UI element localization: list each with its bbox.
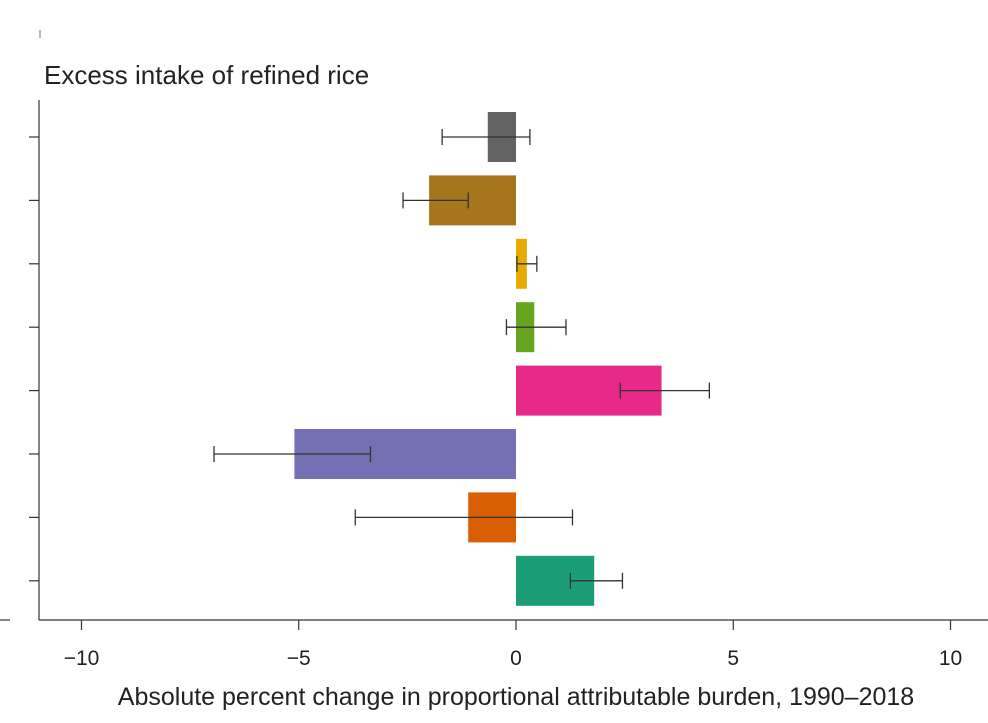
error-bar <box>505 319 567 336</box>
x-axis-label: Absolute percent change in proportional … <box>117 683 915 711</box>
x-tick-label: 5 <box>727 647 739 670</box>
x-tick-label: −5 <box>287 647 311 670</box>
error-bar <box>516 255 538 272</box>
error-bar <box>402 192 469 209</box>
error-bar <box>569 572 624 589</box>
x-tick-label: 10 <box>939 647 962 670</box>
error-bar <box>441 129 531 145</box>
x-tick-label: 0 <box>510 647 522 670</box>
error-bar <box>354 509 574 526</box>
x-tick-label: −10 <box>64 647 100 670</box>
error-bar <box>213 446 372 462</box>
error-bar <box>619 382 711 399</box>
chart-title: Excess intake of refined rice <box>44 60 370 90</box>
